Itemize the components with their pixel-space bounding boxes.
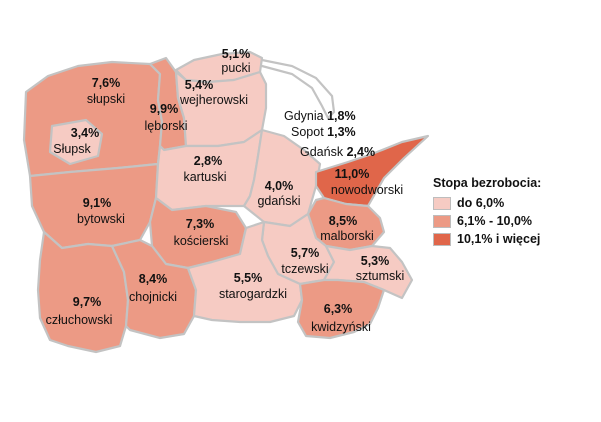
legend-swatch-low [433,196,451,210]
legend-label-high: 10,1% i więcej [457,232,541,246]
city-gdynia-value: 1,8% [327,109,356,123]
value-sztumski: 5,3% [360,254,390,268]
name-pucki: pucki [221,61,251,75]
city-gdynia-name: Gdynia [284,109,324,123]
region-czluchowski[interactable] [36,230,130,354]
value-koscierski: 7,3% [185,217,215,231]
name-kartuski: kartuski [183,170,227,184]
value-slupsk: 3,4% [70,126,100,140]
legend-item-mid: 6,1% - 10,0% [433,212,541,230]
value-malborski: 8,5% [328,214,358,228]
legend-title: Stopa bezrobocia: [433,176,542,190]
hel-peninsula [227,56,336,120]
value-kwidzynski: 6,3% [323,302,353,316]
legend: Stopa bezrobocia: do 6,0% 6,1% - 10,0% 1… [433,176,541,248]
name-chojnicki: chojnicki [129,290,177,304]
name-bytowski: bytowski [77,212,125,226]
name-tczewski: tczewski [281,262,329,276]
value-czluchowski: 9,7% [72,295,102,309]
legend-label-low: do 6,0% [457,196,505,210]
value-bytowski: 9,1% [82,196,112,210]
name-slupsk: Słupsk [53,142,91,156]
value-nowodworski: 11,0% [334,167,370,181]
legend-label-mid: 6,1% - 10,0% [457,214,533,228]
value-slupski: 7,6% [91,76,121,90]
value-leborski: 9,9% [149,102,179,116]
city-sopot: Sopot 1,3% [291,125,356,139]
city-gdansk-value: 2,4% [346,145,376,159]
region-chojnicki[interactable] [110,238,198,340]
city-gdansk: Gdańsk 2,4% [300,145,375,159]
value-wejherowski: 5,4% [184,78,214,92]
name-kwidzynski: kwidzyński [311,320,371,334]
name-koscierski: kościerski [173,234,229,248]
name-wejherowski: wejherowski [179,93,249,107]
value-pucki: 5,1% [221,47,251,61]
name-slupski: słupski [86,92,126,106]
region-nowodworski[interactable] [314,134,430,208]
legend-item-low: do 6,0% [433,194,541,212]
legend-swatch-high [433,232,451,246]
name-starogardzki: starogardzki [218,287,288,301]
legend-item-high: 10,1% i więcej [433,230,541,248]
city-sopot-value: 1,3% [327,125,356,139]
name-czluchowski: człuchowski [45,313,113,327]
city-gdynia: Gdynia 1,8% [284,109,356,123]
value-tczewski: 5,7% [290,246,320,260]
city-gdansk-name: Gdańsk [300,145,344,159]
region-slupsk[interactable] [48,118,104,166]
name-sztumski: sztumski [355,269,405,283]
name-nowodworski: nowodworski [330,183,404,197]
value-chojnicki: 8,4% [138,272,168,286]
region-kwidzynski[interactable] [296,278,386,340]
value-starogardzki: 5,5% [233,271,263,285]
legend-swatch-mid [433,214,451,228]
value-gdanski: 4,0% [264,179,294,193]
name-gdanski: gdański [257,194,301,208]
region-wejherowski[interactable] [174,70,268,148]
city-sopot-name: Sopot [291,125,324,139]
name-leborski: lęborski [144,119,188,133]
name-malborski: malborski [320,229,374,243]
value-kartuski: 2,8% [193,154,223,168]
